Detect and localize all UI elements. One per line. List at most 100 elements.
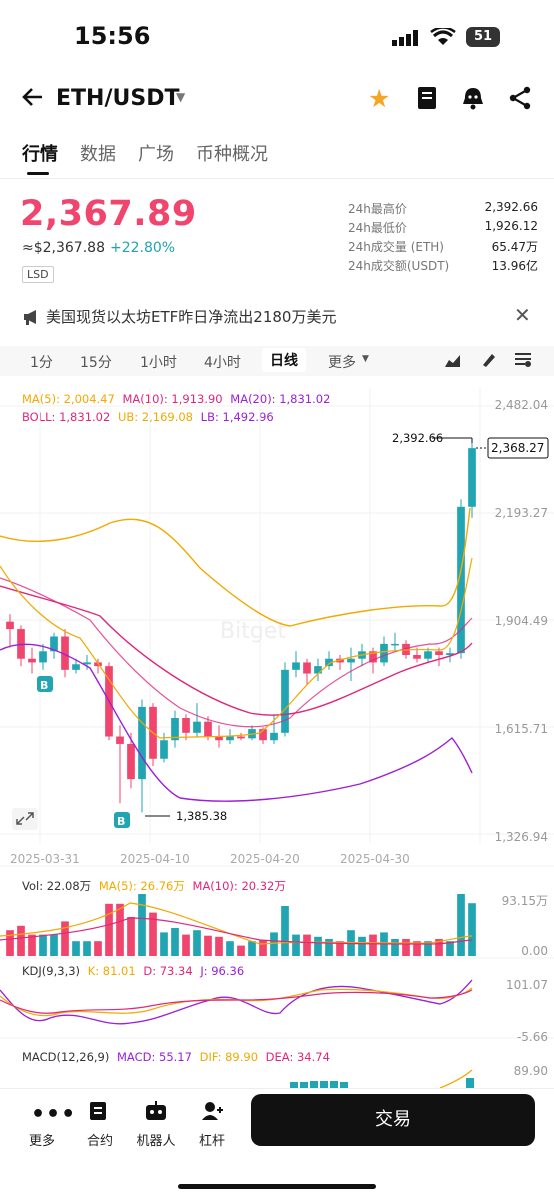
candle-body: [424, 651, 432, 659]
share-icon[interactable]: [508, 86, 532, 114]
more-icon[interactable]: •••: [31, 1102, 77, 1127]
period-4h[interactable]: 4小时: [204, 355, 241, 371]
volume-bar: [127, 917, 135, 956]
volume-bar: [248, 941, 256, 956]
tab-square[interactable]: 广场: [138, 144, 174, 165]
pair-title[interactable]: ETH/USDT: [56, 86, 180, 111]
vol-y-tick: 93.15万: [501, 894, 548, 908]
candle-body: [369, 651, 377, 663]
draw-icon[interactable]: [480, 350, 498, 372]
kdj-k-value: K: 81.01: [87, 964, 136, 978]
candle-body: [270, 732, 278, 741]
volume-bar: [358, 936, 366, 956]
boll-lower-line: [0, 643, 473, 802]
x-tick: 2025-04-10: [120, 852, 190, 866]
ma5-line: [0, 557, 473, 739]
robot-icon[interactable]: [144, 1100, 168, 1126]
nav-leverage[interactable]: 杠杆: [198, 1134, 225, 1149]
macd-legend: MACD(12,26,9) MACD: 55.17 DIF: 89.90 DEA…: [22, 1050, 330, 1064]
back-arrow-icon[interactable]: [20, 84, 46, 114]
signal-icon: [392, 30, 420, 50]
kdj-y-tick: -5.66: [516, 1030, 548, 1044]
volume-bar: [116, 903, 124, 956]
stat-value: 2,392.66: [484, 200, 538, 214]
dif-value: DIF: 89.90: [199, 1050, 259, 1064]
candle-body: [259, 729, 267, 741]
ma5-value: MA(5): 2,004.47: [22, 392, 115, 406]
caret-down-icon[interactable]: ▼: [362, 354, 369, 364]
candle-body: [138, 706, 146, 780]
period-1m[interactable]: 1分: [30, 355, 53, 371]
battery-icon: 51: [466, 27, 500, 47]
contract-icon[interactable]: [88, 1100, 110, 1126]
period-1d[interactable]: 日线: [262, 348, 306, 372]
nav-robot[interactable]: 机器人: [136, 1134, 176, 1149]
alert-icon[interactable]: [460, 86, 486, 114]
leverage-icon[interactable]: [200, 1100, 224, 1126]
volume-bar: [468, 903, 476, 956]
period-15m[interactable]: 15分: [80, 355, 112, 371]
buy-marker[interactable]: [37, 676, 53, 692]
candle-body: [325, 658, 333, 667]
volume-bar: [270, 932, 278, 956]
candle-body: [435, 651, 443, 656]
kdj-d-value: D: 73.34: [143, 964, 193, 978]
period-1h[interactable]: 1小时: [140, 355, 177, 371]
tab-data[interactable]: 数据: [80, 144, 116, 165]
y-tick: 2,482.04: [494, 398, 548, 412]
kline-chart[interactable]: Bitget 2,392.66 2,368.27 1,385.38 B B: [0, 388, 554, 1148]
chart-type-icon[interactable]: [444, 352, 462, 372]
news-notice[interactable]: 美国现货以太坊ETF昨日净流出2180万美元: [46, 308, 337, 326]
settings-icon[interactable]: [514, 351, 532, 371]
vol-ma10-value: MA(10): 20.32万: [192, 879, 286, 893]
nav-contract[interactable]: 合约: [86, 1134, 113, 1149]
kdj-j-value: J: 96.36: [200, 964, 245, 978]
volume-bar: [325, 939, 333, 956]
kdj-d-line: [0, 989, 473, 1014]
stats-panel: 24h最高价 2,392.66 24h最低价 1,926.12 24h成交量 (ET…: [348, 200, 538, 276]
candle-body: [39, 651, 47, 663]
stat-label: 24h最低价: [348, 221, 407, 235]
volume-bar: [17, 925, 25, 956]
nav-more[interactable]: 更多: [28, 1134, 55, 1149]
chevron-down-icon[interactable]: ▼: [176, 90, 186, 104]
candle-body: [391, 643, 399, 646]
candle-body: [292, 662, 300, 670]
volume-bar: [83, 941, 91, 956]
volume-bar: [39, 934, 47, 956]
y-tick: 2,193.27: [494, 506, 548, 520]
close-icon[interactable]: ✕: [514, 303, 531, 327]
tab-coin-overview[interactable]: 币种概况: [196, 144, 268, 165]
macd-name: MACD(12,26,9): [22, 1050, 110, 1064]
kdj-y-tick: 101.07: [506, 978, 548, 992]
period-more[interactable]: 更多: [328, 355, 356, 371]
volume-bar: [292, 934, 300, 956]
tab-market[interactable]: 行情: [22, 140, 58, 175]
volume-bar: [303, 934, 311, 956]
star-icon[interactable]: ★: [368, 84, 391, 113]
y-tick: 1,904.49: [494, 614, 548, 628]
candle-body: [83, 662, 91, 665]
stat-low: 24h最低价 1,926.12: [348, 219, 538, 238]
candle-body: [160, 740, 168, 759]
vol-legend: Vol: 22.08万 MA(5): 26.76万 MA(10): 20.32万: [22, 878, 286, 894]
volume-bar: [402, 939, 410, 956]
fiat-price: ≈$2,367.88: [22, 240, 105, 256]
volume-bar: [160, 932, 168, 956]
volume-bar: [226, 941, 234, 956]
candle-body: [116, 736, 124, 744]
expand-icon[interactable]: [12, 808, 38, 830]
buy-marker[interactable]: [114, 812, 130, 828]
home-indicator[interactable]: [178, 1184, 376, 1189]
ma-legend: MA(5): 2,004.47 MA(10): 1,913.90 MA(20):…: [22, 392, 330, 406]
current-price-box: [487, 437, 549, 459]
trade-button[interactable]: 交易: [251, 1094, 535, 1146]
vol-ma5-value: MA(5): 26.76万: [98, 879, 185, 893]
candle-body: [336, 658, 344, 663]
lsd-badge[interactable]: LSD: [22, 266, 54, 283]
book-icon[interactable]: [416, 86, 438, 114]
volume-bar: [457, 894, 465, 956]
buy-marker-label: B: [40, 679, 48, 692]
candle-body: [182, 718, 190, 733]
chart-grid: [0, 388, 554, 1039]
